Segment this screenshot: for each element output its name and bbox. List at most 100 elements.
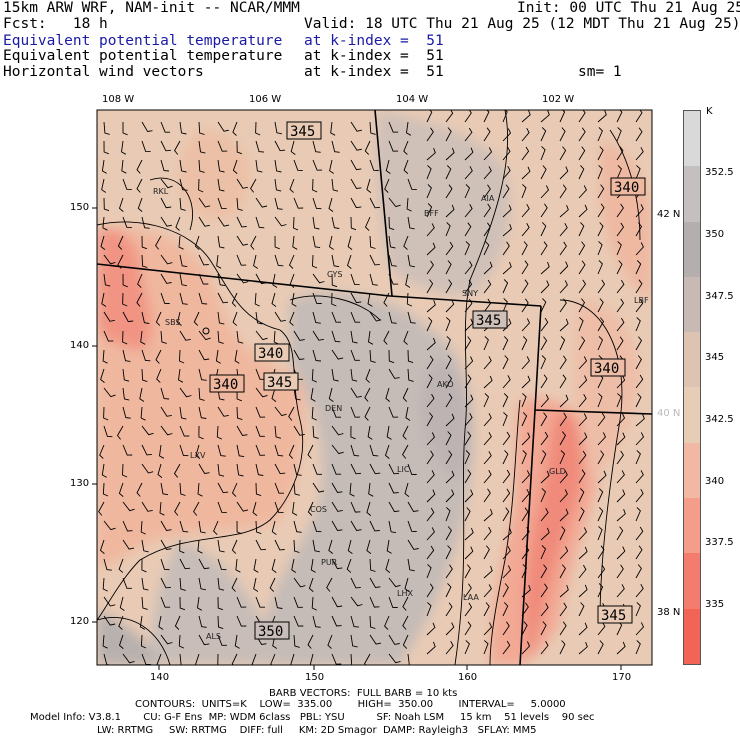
wind-barb: [483, 508, 493, 522]
wind-barb: [255, 406, 266, 418]
wind-barb: [402, 634, 409, 649]
y-tick-120: 120: [70, 616, 90, 627]
wind-barb: [155, 235, 162, 250]
wind-barb: [217, 140, 228, 152]
wind-barb: [635, 640, 641, 655]
wind-barb: [312, 425, 319, 439]
wind-barb: [464, 147, 474, 161]
wind-barb: [293, 349, 305, 360]
wind-barb: [274, 178, 282, 192]
wind-barb: [122, 292, 128, 307]
wind-barb: [559, 298, 567, 313]
wind-barb: [160, 254, 173, 265]
wind-barb: [217, 121, 229, 132]
wind-barb: [483, 298, 492, 313]
wind-barb: [160, 558, 170, 571]
wind-barb: [293, 425, 305, 436]
wind-barb: [540, 203, 548, 218]
wind-barb: [502, 241, 510, 256]
wind-barb: [578, 241, 586, 256]
wind-barb: [350, 425, 356, 440]
colorbar: [683, 110, 701, 665]
forecast-hour: Fcst: 18 h: [3, 16, 108, 32]
wind-barb: [521, 241, 528, 256]
wind-barb: [578, 602, 585, 617]
wind-barb: [578, 260, 586, 275]
wind-barb: [426, 527, 435, 541]
wind-barb: [293, 463, 302, 476]
wind-barb: [198, 292, 208, 305]
wind-barb: [350, 463, 362, 475]
wind-barb: [578, 317, 584, 332]
wind-barb: [464, 241, 470, 256]
wind-barb: [635, 432, 645, 446]
wind-barb: [384, 178, 390, 193]
wind-barb: [274, 121, 282, 135]
wind-barb: [388, 482, 399, 494]
wind-barb: [329, 159, 334, 174]
wind-barb: [311, 368, 317, 383]
wind-barb: [407, 520, 417, 532]
wind-barb: [559, 470, 568, 484]
model-title: 15km ARW WRF, NAM-init -- NCAR/MMM: [3, 0, 300, 16]
wind-barb: [350, 121, 362, 132]
wind-barb: [426, 374, 433, 389]
wind-barb: [578, 584, 588, 598]
wind-barb: [217, 501, 227, 513]
wind-barb: [198, 558, 210, 570]
wind-barb: [616, 641, 626, 655]
wind-barb: [578, 641, 588, 655]
wind-barb: [141, 577, 149, 591]
wind-barb: [559, 127, 566, 142]
wind-barb: [540, 355, 547, 370]
wind-barb: [616, 508, 626, 522]
wind-barb: [616, 127, 622, 142]
wind-barb: [616, 546, 626, 560]
wind-barb: [118, 558, 124, 573]
wind-barb: [426, 393, 435, 408]
wind-barb: [255, 425, 265, 437]
wind-barb: [616, 203, 624, 218]
wind-barb: [255, 463, 264, 476]
wind-barb: [540, 241, 548, 256]
wind-barb: [311, 406, 317, 421]
wind-barb: [271, 558, 277, 573]
colorbar-label-352-5: 352.5: [705, 167, 734, 178]
wind-barb: [426, 147, 436, 161]
wind-barb: [235, 558, 241, 573]
wind-barb: [540, 621, 547, 636]
wind-barb: [369, 596, 380, 608]
wind-barb: [312, 254, 318, 269]
wind-barb: [331, 482, 343, 493]
wind-barb: [236, 463, 244, 477]
wind-barb: [597, 222, 604, 237]
wind-barb: [312, 178, 318, 193]
wind-barb: [101, 463, 107, 478]
wind-barb: [483, 432, 492, 446]
wind-barb: [331, 615, 342, 627]
wind-barb: [312, 330, 324, 341]
wind-barb: [635, 470, 644, 484]
wind-barb: [160, 292, 170, 304]
wind-barb: [402, 425, 409, 440]
wind-barb: [198, 121, 205, 135]
wind-barb: [312, 273, 325, 284]
wind-barb: [502, 621, 510, 636]
wind-barb: [274, 159, 282, 173]
station-den: DEN: [325, 404, 342, 413]
wind-barb: [445, 602, 453, 617]
station-cys: CYS: [327, 270, 342, 279]
wind-barb: [616, 564, 624, 579]
wind-barb: [464, 489, 474, 503]
wind-barb: [253, 558, 259, 573]
colorbar-segment: [684, 608, 700, 664]
wind-barb: [445, 165, 452, 180]
wind-barb: [502, 355, 509, 370]
wind-barb: [331, 349, 344, 360]
wind-barb: [635, 127, 643, 142]
wind-barb: [540, 412, 548, 427]
wind-barb: [234, 634, 240, 649]
wind-barb: [122, 501, 135, 512]
wind-barb: [521, 203, 530, 218]
wind-barb: [540, 298, 547, 313]
